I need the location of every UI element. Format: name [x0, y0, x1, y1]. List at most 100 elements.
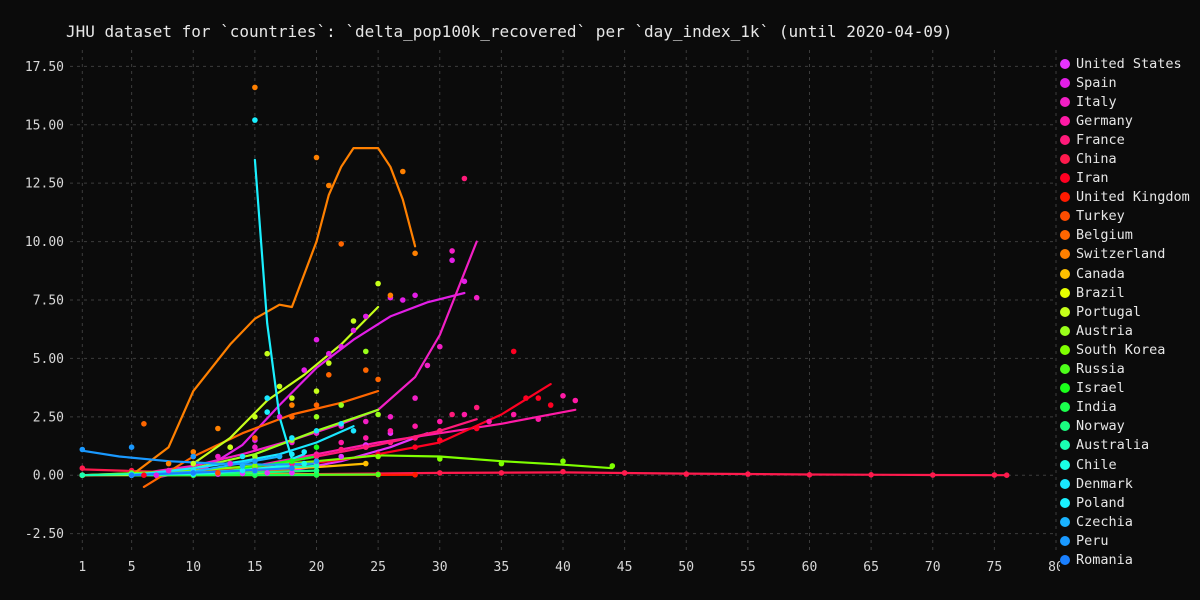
legend-item: India [1060, 398, 1190, 417]
legend-label: United Kingdom [1076, 189, 1190, 206]
legend-item: Italy [1060, 92, 1190, 111]
legend-marker [1060, 535, 1070, 546]
legend-marker [1060, 478, 1070, 489]
data-point [375, 411, 381, 418]
data-point [338, 439, 345, 446]
data-point [190, 449, 197, 455]
data-point [535, 395, 542, 401]
data-point [375, 471, 381, 478]
data-point [350, 428, 357, 434]
legend-label: Italy [1076, 93, 1117, 110]
legend-item: Poland [1060, 493, 1190, 512]
legend-marker [1060, 459, 1070, 470]
data-point [449, 257, 455, 264]
data-point [252, 453, 258, 460]
data-point [683, 471, 690, 477]
data-point [141, 472, 147, 479]
data-point [412, 472, 418, 478]
y-tick-label: 17.50 [25, 60, 64, 75]
trend-line [155, 291, 466, 479]
legend-item: Austria [1060, 321, 1190, 340]
data-point [190, 453, 197, 460]
data-point [510, 348, 517, 355]
data-point [79, 465, 86, 472]
data-point [313, 388, 320, 394]
legend-item: Canada [1060, 264, 1190, 283]
data-point [313, 402, 320, 408]
data-point [190, 470, 197, 476]
legend-marker [1060, 77, 1070, 88]
data-point [326, 360, 332, 366]
data-point [338, 421, 345, 427]
legend-item: Czechia [1060, 512, 1190, 531]
trend-line [192, 305, 380, 465]
legend-label: Belgium [1076, 227, 1133, 244]
data-point [412, 423, 418, 430]
legend-item: Belgium [1060, 226, 1190, 245]
y-tick-label: 2.50 [33, 410, 64, 425]
data-point [547, 402, 554, 408]
trend-line [130, 425, 355, 477]
legend-label: Germany [1076, 112, 1133, 129]
y-tick-label: -2.50 [25, 527, 64, 542]
data-point [375, 280, 381, 287]
x-tick-label: 35 [494, 560, 510, 575]
data-point [338, 446, 345, 453]
data-point [313, 472, 320, 478]
data-point [289, 458, 295, 465]
data-point [79, 446, 86, 453]
data-point [215, 425, 221, 432]
data-point [313, 428, 320, 434]
x-tick-label: 20 [309, 560, 325, 575]
legend-label: Iran [1076, 170, 1109, 187]
legend-label: Spain [1076, 74, 1117, 91]
data-point [486, 418, 492, 425]
legend-label: France [1076, 131, 1125, 148]
legend-marker [1060, 287, 1070, 298]
data-point [498, 470, 505, 476]
data-point [165, 467, 172, 474]
data-point [991, 472, 998, 478]
data-point [424, 362, 431, 369]
data-point [326, 350, 332, 357]
data-point [437, 418, 443, 425]
legend-label: Poland [1076, 494, 1125, 511]
data-point [264, 409, 271, 415]
data-point [510, 411, 517, 418]
legend-marker [1060, 154, 1070, 165]
x-tick-label: 1 [78, 560, 86, 575]
legend-item: China [1060, 149, 1190, 168]
legend-item: Norway [1060, 417, 1190, 436]
data-point [498, 460, 505, 467]
y-tick-label: 7.50 [33, 294, 64, 309]
x-tick-label: 10 [185, 560, 201, 575]
data-point [437, 470, 443, 476]
data-point [301, 460, 308, 467]
x-tick-label: 5 [128, 560, 136, 575]
data-point [326, 182, 332, 189]
data-point [313, 458, 320, 465]
data-point [313, 463, 320, 469]
data-point [338, 343, 345, 350]
data-point [289, 395, 295, 401]
y-tick-label: 5.00 [33, 352, 64, 367]
data-point [79, 472, 86, 479]
data-point [276, 383, 283, 390]
data-point [338, 241, 345, 247]
legend-item: Iran [1060, 169, 1190, 188]
x-tick-label: 55 [740, 560, 756, 575]
data-point [252, 463, 258, 469]
data-point [239, 467, 246, 474]
data-point [363, 418, 369, 425]
data-point [868, 472, 874, 478]
data-point [252, 458, 258, 465]
legend-item: Brazil [1060, 283, 1190, 302]
legend-marker [1060, 383, 1070, 394]
data-point [461, 278, 468, 285]
x-tick-label: 15 [247, 560, 263, 575]
legend-label: Australia [1076, 437, 1150, 454]
data-point [313, 414, 320, 420]
legend-label: Norway [1076, 418, 1125, 435]
legend-marker [1060, 402, 1070, 413]
data-point [609, 463, 616, 469]
